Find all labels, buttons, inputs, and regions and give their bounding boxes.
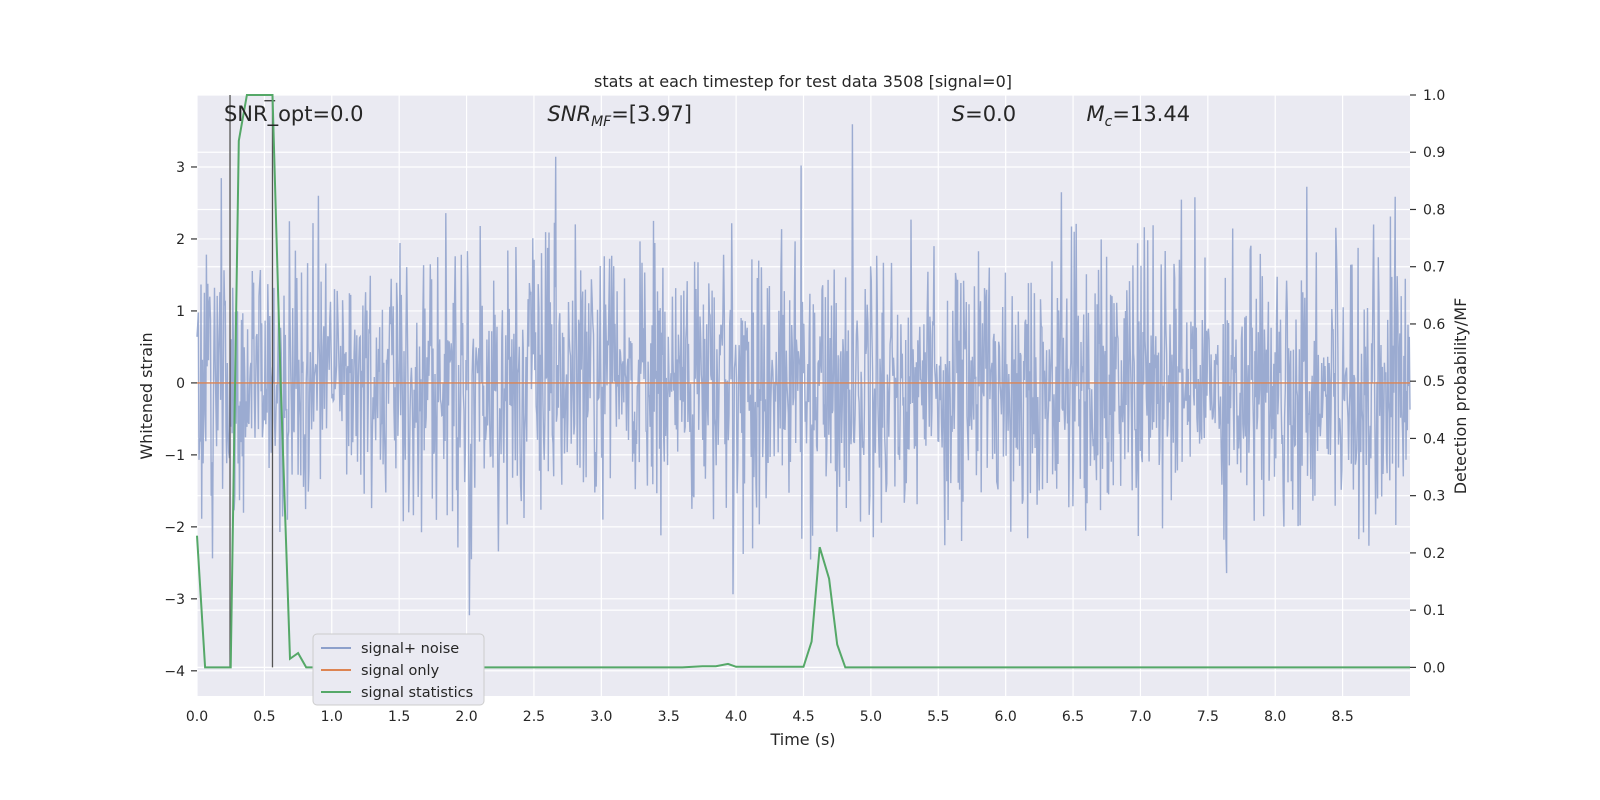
y-tick-label-5: −2 bbox=[164, 520, 185, 536]
y2-tick-label-6: 0.4 bbox=[1423, 431, 1445, 447]
y2-tick-label-10: 0.0 bbox=[1423, 660, 1445, 676]
y2-tick-label-7: 0.3 bbox=[1423, 489, 1445, 505]
x-tick-label-12: 6.0 bbox=[995, 709, 1017, 725]
x-tick-label-8: 4.0 bbox=[725, 709, 747, 725]
x-tick-label-14: 7.0 bbox=[1129, 709, 1151, 725]
annotation-1: SNRMF=[3.97] bbox=[547, 102, 692, 130]
legend-box bbox=[312, 633, 485, 706]
legend-label-signal-plus-noise: signal+ noise bbox=[361, 641, 459, 657]
y-tick-label-4: −1 bbox=[164, 448, 185, 464]
signal-plus-noise-series bbox=[196, 124, 1411, 616]
legend-label-signal-statistics: signal statistics bbox=[361, 685, 473, 701]
y2-tick-label-8: 0.2 bbox=[1423, 546, 1445, 562]
y-tick-label-1: 2 bbox=[176, 232, 185, 248]
y2-tick-label-3: 0.7 bbox=[1423, 260, 1445, 276]
y-axis-ticks: 3 2 1 0 −1 −2 −3 −4 bbox=[164, 160, 197, 680]
x-tick-label-17: 8.5 bbox=[1331, 709, 1353, 725]
x-tick-label-6: 3.0 bbox=[590, 709, 612, 725]
x-tick-label-15: 7.5 bbox=[1197, 709, 1219, 725]
y2-tick-label-0: 1.0 bbox=[1423, 88, 1445, 104]
y2-tick-label-9: 0.1 bbox=[1423, 603, 1445, 619]
y-tick-label-0: 3 bbox=[176, 160, 185, 176]
x-tick-label-2: 1.0 bbox=[321, 709, 343, 725]
x-tick-label-11: 5.5 bbox=[927, 709, 949, 725]
x-tick-label-3: 1.5 bbox=[388, 709, 410, 725]
y2-tick-label-1: 0.9 bbox=[1423, 145, 1445, 161]
x-tick-label-9: 4.5 bbox=[792, 709, 814, 725]
y2-axis-ticks: 1.0 0.9 0.8 0.7 0.6 0.5 0.4 0.3 0.2 0.1 0.0 bbox=[1410, 88, 1445, 676]
chart-title: stats at each timestep for test data 350… bbox=[594, 72, 1012, 91]
y2-tick-label-5: 0.5 bbox=[1423, 374, 1445, 390]
y2-axis-label: Detection probability/MF bbox=[1451, 298, 1470, 495]
x-tick-label-1: 0.5 bbox=[253, 709, 275, 725]
y-tick-label-7: −4 bbox=[164, 664, 185, 680]
x-tick-label-7: 3.5 bbox=[658, 709, 680, 725]
x-axis-label: Time (s) bbox=[769, 730, 835, 749]
signal-plus-noise-line bbox=[196, 124, 1411, 616]
y-tick-label-2: 1 bbox=[176, 304, 185, 320]
y2-tick-label-2: 0.8 bbox=[1423, 202, 1445, 218]
annotation-0: SNR_opt=0.0 bbox=[224, 102, 364, 127]
x-tick-label-5: 2.5 bbox=[523, 709, 545, 725]
legend: signal+ noise signal only signal statist… bbox=[312, 633, 485, 706]
annotations: SNR_opt=0.0 SNRMF=[3.97] S=0.0 Mc=13.44 bbox=[224, 102, 1190, 130]
y-tick-label-6: −3 bbox=[164, 592, 185, 608]
y-axis-label: Whitened strain bbox=[137, 332, 156, 459]
x-tick-label-16: 8.0 bbox=[1264, 709, 1286, 725]
x-tick-label-10: 5.0 bbox=[860, 709, 882, 725]
x-tick-label-4: 2.0 bbox=[455, 709, 477, 725]
x-tick-label-13: 6.5 bbox=[1062, 709, 1084, 725]
legend-label-signal-only: signal only bbox=[361, 663, 440, 679]
x-tick-label-0: 0.0 bbox=[186, 709, 208, 725]
annotation-3: Mc=13.44 bbox=[1087, 102, 1191, 130]
y-tick-label-3: 0 bbox=[176, 376, 185, 392]
y2-tick-label-4: 0.6 bbox=[1423, 317, 1445, 333]
x-axis-ticks: 0.0 0.5 1.0 1.5 2.0 2.5 3.0 3.5 4.0 4.5 5.0 5.5 6.0 6… bbox=[186, 709, 1354, 725]
annotation-2: S=0.0 bbox=[952, 102, 1016, 126]
